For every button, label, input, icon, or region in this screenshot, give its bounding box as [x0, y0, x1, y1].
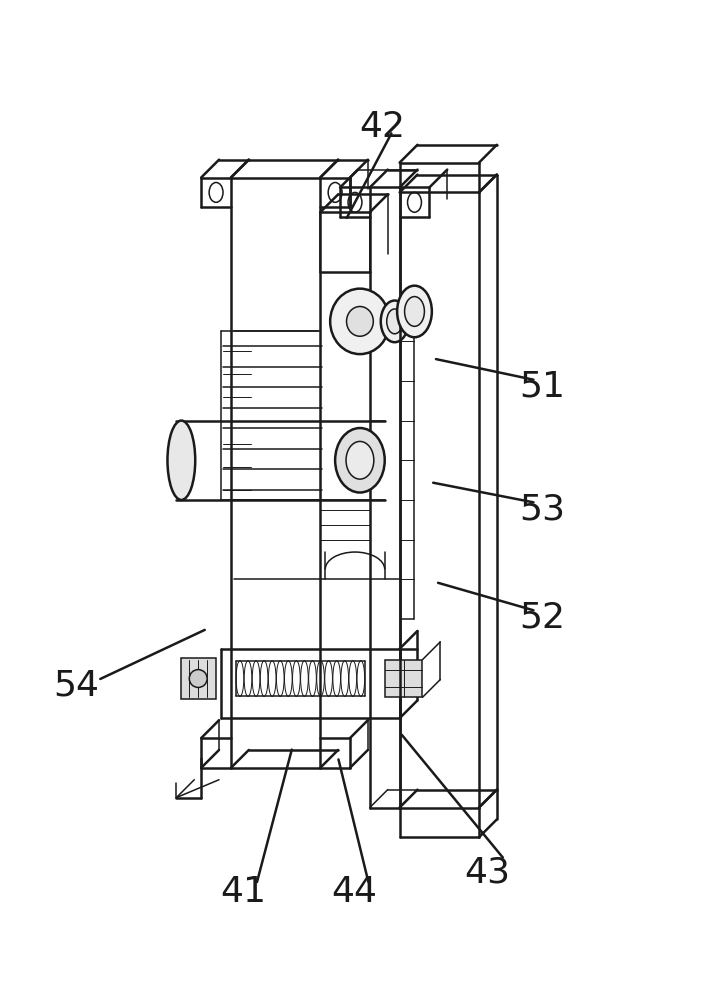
- Ellipse shape: [387, 309, 402, 333]
- Text: 44: 44: [331, 875, 378, 909]
- Text: 42: 42: [359, 110, 405, 143]
- Bar: [385, 660, 423, 697]
- Bar: [181, 658, 216, 699]
- Text: 53: 53: [519, 493, 566, 526]
- Text: 43: 43: [464, 855, 510, 889]
- Ellipse shape: [380, 301, 409, 342]
- Ellipse shape: [168, 420, 195, 500]
- Text: 52: 52: [519, 600, 566, 634]
- Ellipse shape: [330, 289, 390, 354]
- Ellipse shape: [397, 286, 432, 337]
- Text: 54: 54: [53, 669, 99, 703]
- Text: 51: 51: [519, 370, 566, 404]
- Ellipse shape: [335, 428, 385, 493]
- Text: 41: 41: [220, 875, 266, 909]
- Ellipse shape: [404, 297, 425, 326]
- Ellipse shape: [347, 307, 373, 336]
- Ellipse shape: [190, 670, 207, 687]
- Ellipse shape: [346, 441, 374, 479]
